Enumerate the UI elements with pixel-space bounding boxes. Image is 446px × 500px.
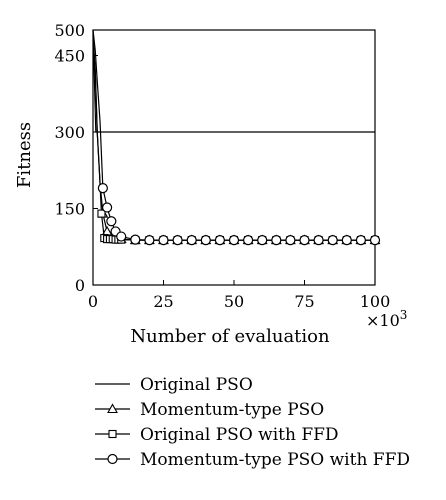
data-point [341,235,352,246]
y-tick-label: 150 [54,200,85,219]
legend-label: Original PSO with FFD [140,425,339,445]
data-point [186,235,197,246]
data-point [313,235,324,246]
data-point [172,235,183,246]
x-tick-label: 50 [224,292,244,311]
x-tick-label: 75 [294,292,314,311]
legend-item: Original PSO with FFD [95,425,339,445]
data-point [106,216,117,227]
legend-label: Original PSO [140,375,253,395]
x-axis-label: Number of evaluation [130,326,330,347]
data-point [158,235,169,246]
legend-item: Momentum-type PSO with FFD [95,450,410,470]
legend-label: Momentum-type PSO [140,400,324,420]
x-tick-label: 100 [360,292,391,311]
data-point [327,235,338,246]
data-point [214,235,225,246]
series-1 [92,29,375,133]
series-4 [92,29,381,246]
y-tick-label: 450 [54,47,85,66]
data-point [369,235,381,246]
y-tick-label: 300 [54,123,85,142]
data-point [130,234,141,245]
series-line [92,40,375,241]
y-tick-label: 500 [54,21,85,40]
series-line [92,35,375,241]
data-point [228,235,240,246]
data-point [271,235,282,246]
plot-frame [92,29,376,286]
data-point [116,231,127,242]
data-point [97,209,106,218]
legend-item: Original PSO [95,375,253,395]
data-point [299,235,310,246]
plot-series [92,29,381,246]
series-line [92,29,375,133]
data-point [285,235,296,246]
series-2 [92,35,381,245]
legend-item: Momentum-type PSO [95,400,324,420]
axes: 0 150 300 450 500 0 25 50 75 100 [54,21,390,311]
data-point [144,235,155,246]
y-axis-label: Fitness [14,122,35,188]
data-point [200,235,211,246]
data-point [355,235,366,246]
legend-marker [108,429,117,439]
x-tick-label: 0 [88,292,98,311]
legend-marker [107,453,118,465]
data-point [243,235,254,246]
legend-label: Momentum-type PSO with FFD [140,450,410,470]
x-tick-label: 25 [153,292,173,311]
legend: Original PSO Momentum-type PSO Original PS… [95,375,410,470]
data-point [101,202,113,213]
y-tick-label: 0 [75,276,85,295]
data-point [257,235,268,246]
series-line [92,29,375,241]
legend-marker [107,403,118,414]
x-axis-unit: ×103 [366,308,407,330]
series-3 [92,40,380,245]
data-point [97,183,108,194]
